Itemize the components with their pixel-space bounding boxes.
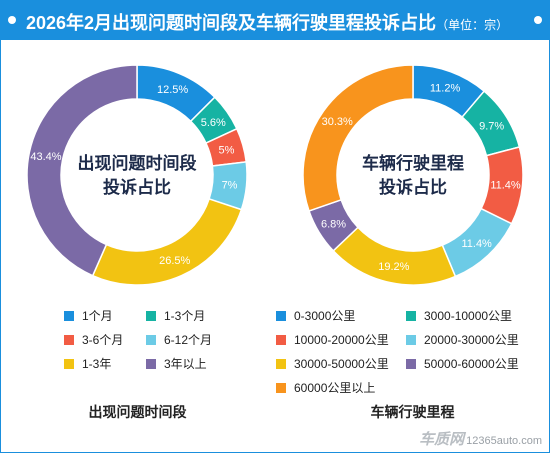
- legend-time-period: 1个月 1-3个月 3-6个月 6-12个月 1-3年 3年以上: [64, 308, 274, 371]
- slice-value-label: 5.6%: [201, 117, 226, 129]
- donut-center-label: 出现问题时间段: [78, 153, 197, 173]
- legend-item: 0-3000公里: [276, 308, 355, 324]
- slice-value-label: 19.2%: [378, 261, 409, 273]
- watermark: 车质网 12365auto.com: [419, 428, 542, 449]
- legend-swatch: [64, 359, 74, 369]
- legend-swatch: [64, 335, 74, 345]
- legend-label: 20000-30000公里: [424, 333, 519, 347]
- slice-value-label: 12.5%: [157, 84, 188, 96]
- legend-label: 6-12个月: [164, 333, 213, 347]
- donut-slice: [332, 226, 457, 286]
- header-dot-right-icon: [534, 16, 542, 24]
- legend-label: 1个月: [82, 309, 113, 323]
- title-text: 2026年2月出现问题时间段及车辆行驶里程投诉占比: [26, 13, 437, 33]
- donut-slice: [91, 197, 243, 286]
- legend-item: 10000-20000公里: [276, 332, 389, 348]
- slice-value-label: 43.4%: [30, 151, 61, 163]
- subtitle-time-period: 出现问题时间段: [88, 404, 187, 420]
- legend-swatch: [146, 311, 156, 321]
- slice-value-label: 11.4%: [461, 238, 492, 250]
- slice-value-label: 9.7%: [479, 120, 504, 132]
- donut-center-label: 投诉占比: [103, 177, 171, 197]
- slice-value-label: 7%: [222, 179, 238, 191]
- donut-charts: 12.5%5.6%5%7%26.5%43.4% 出现问题时间段投诉占比11.2%9…: [26, 64, 524, 286]
- legend-label: 1-3年: [82, 357, 112, 371]
- legend-item: 50000-60000公里: [406, 356, 519, 372]
- donut-center-label: 投诉占比: [379, 177, 447, 197]
- slice-value-label: 5%: [219, 145, 235, 157]
- legend-swatch: [146, 359, 156, 369]
- legend-swatch: [406, 359, 416, 369]
- legend-swatch: [276, 383, 286, 393]
- legend-label: 50000-60000公里: [424, 357, 519, 371]
- legend-label: 0-3000公里: [294, 309, 356, 323]
- legend-item: 3年以上: [146, 356, 207, 372]
- legend-swatch: [64, 311, 74, 321]
- legend-swatch: [276, 359, 286, 369]
- legend-swatch: [406, 311, 416, 321]
- legend-item: 3-6个月: [64, 332, 123, 348]
- legend-label: 30000-50000公里: [294, 357, 389, 371]
- legend-swatch: [146, 335, 156, 345]
- legend-label: 1-3个月: [164, 309, 206, 323]
- legend-swatch: [276, 335, 286, 345]
- legend-label: 3年以上: [164, 357, 207, 371]
- legend-item: 30000-50000公里: [276, 356, 389, 372]
- donut-center-label: 车辆行驶里程: [362, 153, 464, 173]
- title-unit: （单位：宗）: [436, 18, 509, 32]
- legend-item: 20000-30000公里: [406, 332, 519, 348]
- legend-item: 1-3年: [64, 356, 111, 372]
- legend-mileage: 0-3000公里 3000-10000公里 10000-20000公里 20000-3…: [276, 308, 546, 395]
- slice-value-label: 6.8%: [321, 218, 346, 230]
- subtitle-mileage: 车辆行驶里程: [370, 404, 455, 420]
- watermark-brand: 车质网: [419, 431, 465, 448]
- legend-swatch: [406, 335, 416, 345]
- legend-item: 60000公里以上: [276, 380, 375, 396]
- header-dot-left-icon: [8, 16, 16, 24]
- legend-label: 60000公里以上: [294, 381, 376, 395]
- legend-item: 1个月: [64, 308, 113, 324]
- legend-swatch: [276, 311, 286, 321]
- slice-value-label: 26.5%: [159, 255, 190, 267]
- legend-item: 6-12个月: [146, 332, 212, 348]
- slice-value-label: 11.2%: [430, 83, 461, 95]
- donut-slice: [26, 64, 138, 277]
- legend-label: 3000-10000公里: [424, 309, 513, 323]
- legend-item: 1-3个月: [146, 308, 205, 324]
- slice-value-label: 30.3%: [322, 116, 353, 128]
- donut-slice: [302, 64, 414, 212]
- page-title: 2026年2月出现问题时间段及车辆行驶里程投诉占比（单位：宗）: [26, 9, 508, 35]
- watermark-site: 12365auto.com: [466, 435, 542, 447]
- legend-label: 3-6个月: [82, 333, 124, 347]
- header-bar: 2026年2月出现问题时间段及车辆行驶里程投诉占比（单位：宗）: [0, 0, 550, 40]
- legend-label: 10000-20000公里: [294, 333, 389, 347]
- legend-item: 3000-10000公里: [406, 308, 512, 324]
- slice-value-label: 11.4%: [490, 179, 521, 191]
